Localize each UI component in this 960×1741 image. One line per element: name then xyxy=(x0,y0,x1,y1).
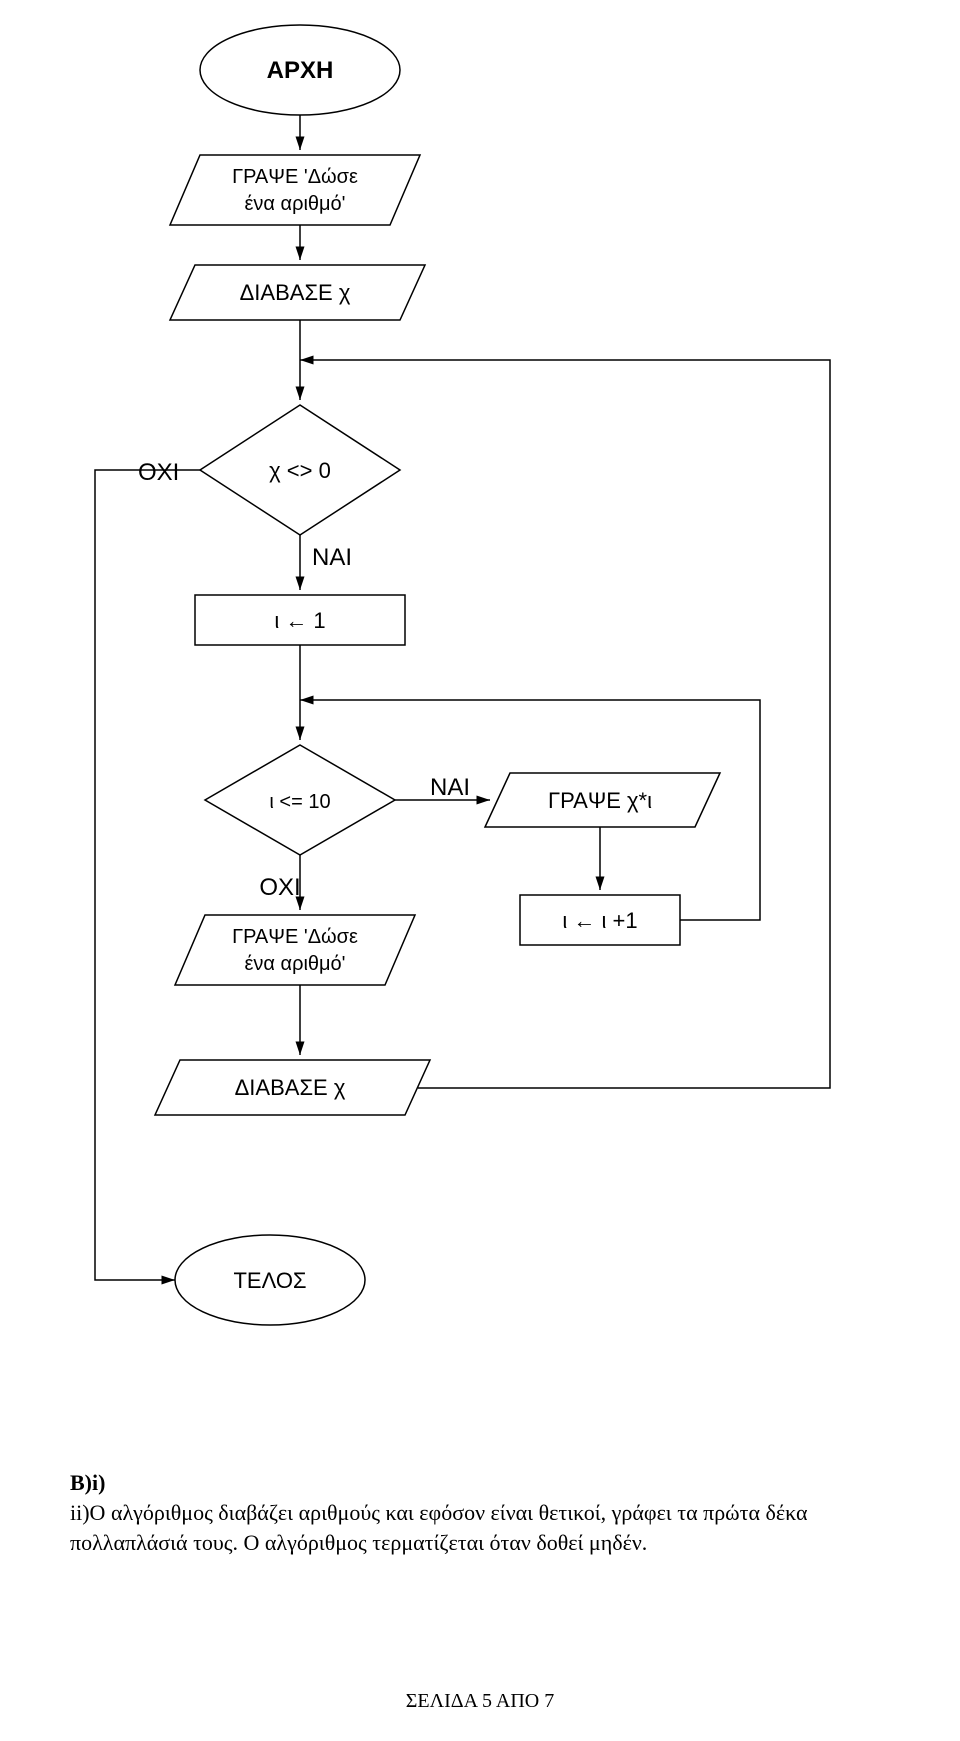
label-dec2-yes: ΝΑΙ xyxy=(430,774,470,801)
node-read1-label: ΔΙΑΒΑΣΕ χ xyxy=(240,280,351,305)
node-write1: ΓΡΑΨΕ 'Δώσε ένα αριθμό' xyxy=(170,155,420,225)
node-dec2-label: ι <= 10 xyxy=(269,791,330,813)
node-dec1: χ <> 0 xyxy=(200,405,400,535)
label-dec2-no: ΟΧΙ xyxy=(259,874,300,901)
answer-heading: B)i) xyxy=(70,1470,900,1496)
node-write2: ΓΡΑΨΕ χ*ι xyxy=(485,773,720,827)
node-dec1-label: χ <> 0 xyxy=(269,458,331,483)
node-proc1: ι ← 1 xyxy=(195,595,405,645)
node-read2: ΔΙΑΒΑΣΕ χ xyxy=(155,1060,430,1115)
node-start: ΑΡΧΗ xyxy=(200,25,400,115)
page-footer: ΣΕΛΙΔΑ 5 ΑΠΟ 7 xyxy=(0,1690,960,1713)
node-write3-line2: ένα αριθμό' xyxy=(244,953,345,975)
node-proc2-label: ι ← ι +1 xyxy=(562,908,637,933)
paragraph-line-2: πολλαπλάσιά τους. Ο αλγόριθμος τερματίζε… xyxy=(70,1530,647,1555)
paragraph-line-1: ii)Ο αλγόριθμος διαβάζει αριθμούς και εφ… xyxy=(70,1500,808,1525)
node-start-label: ΑΡΧΗ xyxy=(267,57,334,84)
label-dec1-no: ΟΧΙ xyxy=(138,459,179,486)
node-proc2: ι ← ι +1 xyxy=(520,895,680,945)
node-write3: ΓΡΑΨΕ 'Δώσε ένα αριθμό' xyxy=(175,915,415,985)
node-read1: ΔΙΑΒΑΣΕ χ xyxy=(170,265,425,320)
node-end-label: ΤΕΛΟΣ xyxy=(233,1268,306,1293)
node-read2-label: ΔΙΑΒΑΣΕ χ xyxy=(235,1075,346,1100)
node-write1-line2: ένα αριθμό' xyxy=(244,193,345,215)
node-proc1-label: ι ← 1 xyxy=(274,608,325,633)
node-end: ΤΕΛΟΣ xyxy=(175,1235,365,1325)
node-write1-line1: ΓΡΑΨΕ 'Δώσε xyxy=(232,166,358,188)
flowchart: ΑΡΧΗ ΓΡΑΨΕ 'Δώσε ένα αριθμό' ΔΙΑΒΑΣΕ χ χ… xyxy=(0,0,960,1400)
node-write2-label: ΓΡΑΨΕ χ*ι xyxy=(548,788,652,813)
node-dec2: ι <= 10 xyxy=(205,745,395,855)
label-dec1-yes: ΝΑΙ xyxy=(312,544,352,571)
node-write3-line1: ΓΡΑΨΕ 'Δώσε xyxy=(232,926,358,948)
